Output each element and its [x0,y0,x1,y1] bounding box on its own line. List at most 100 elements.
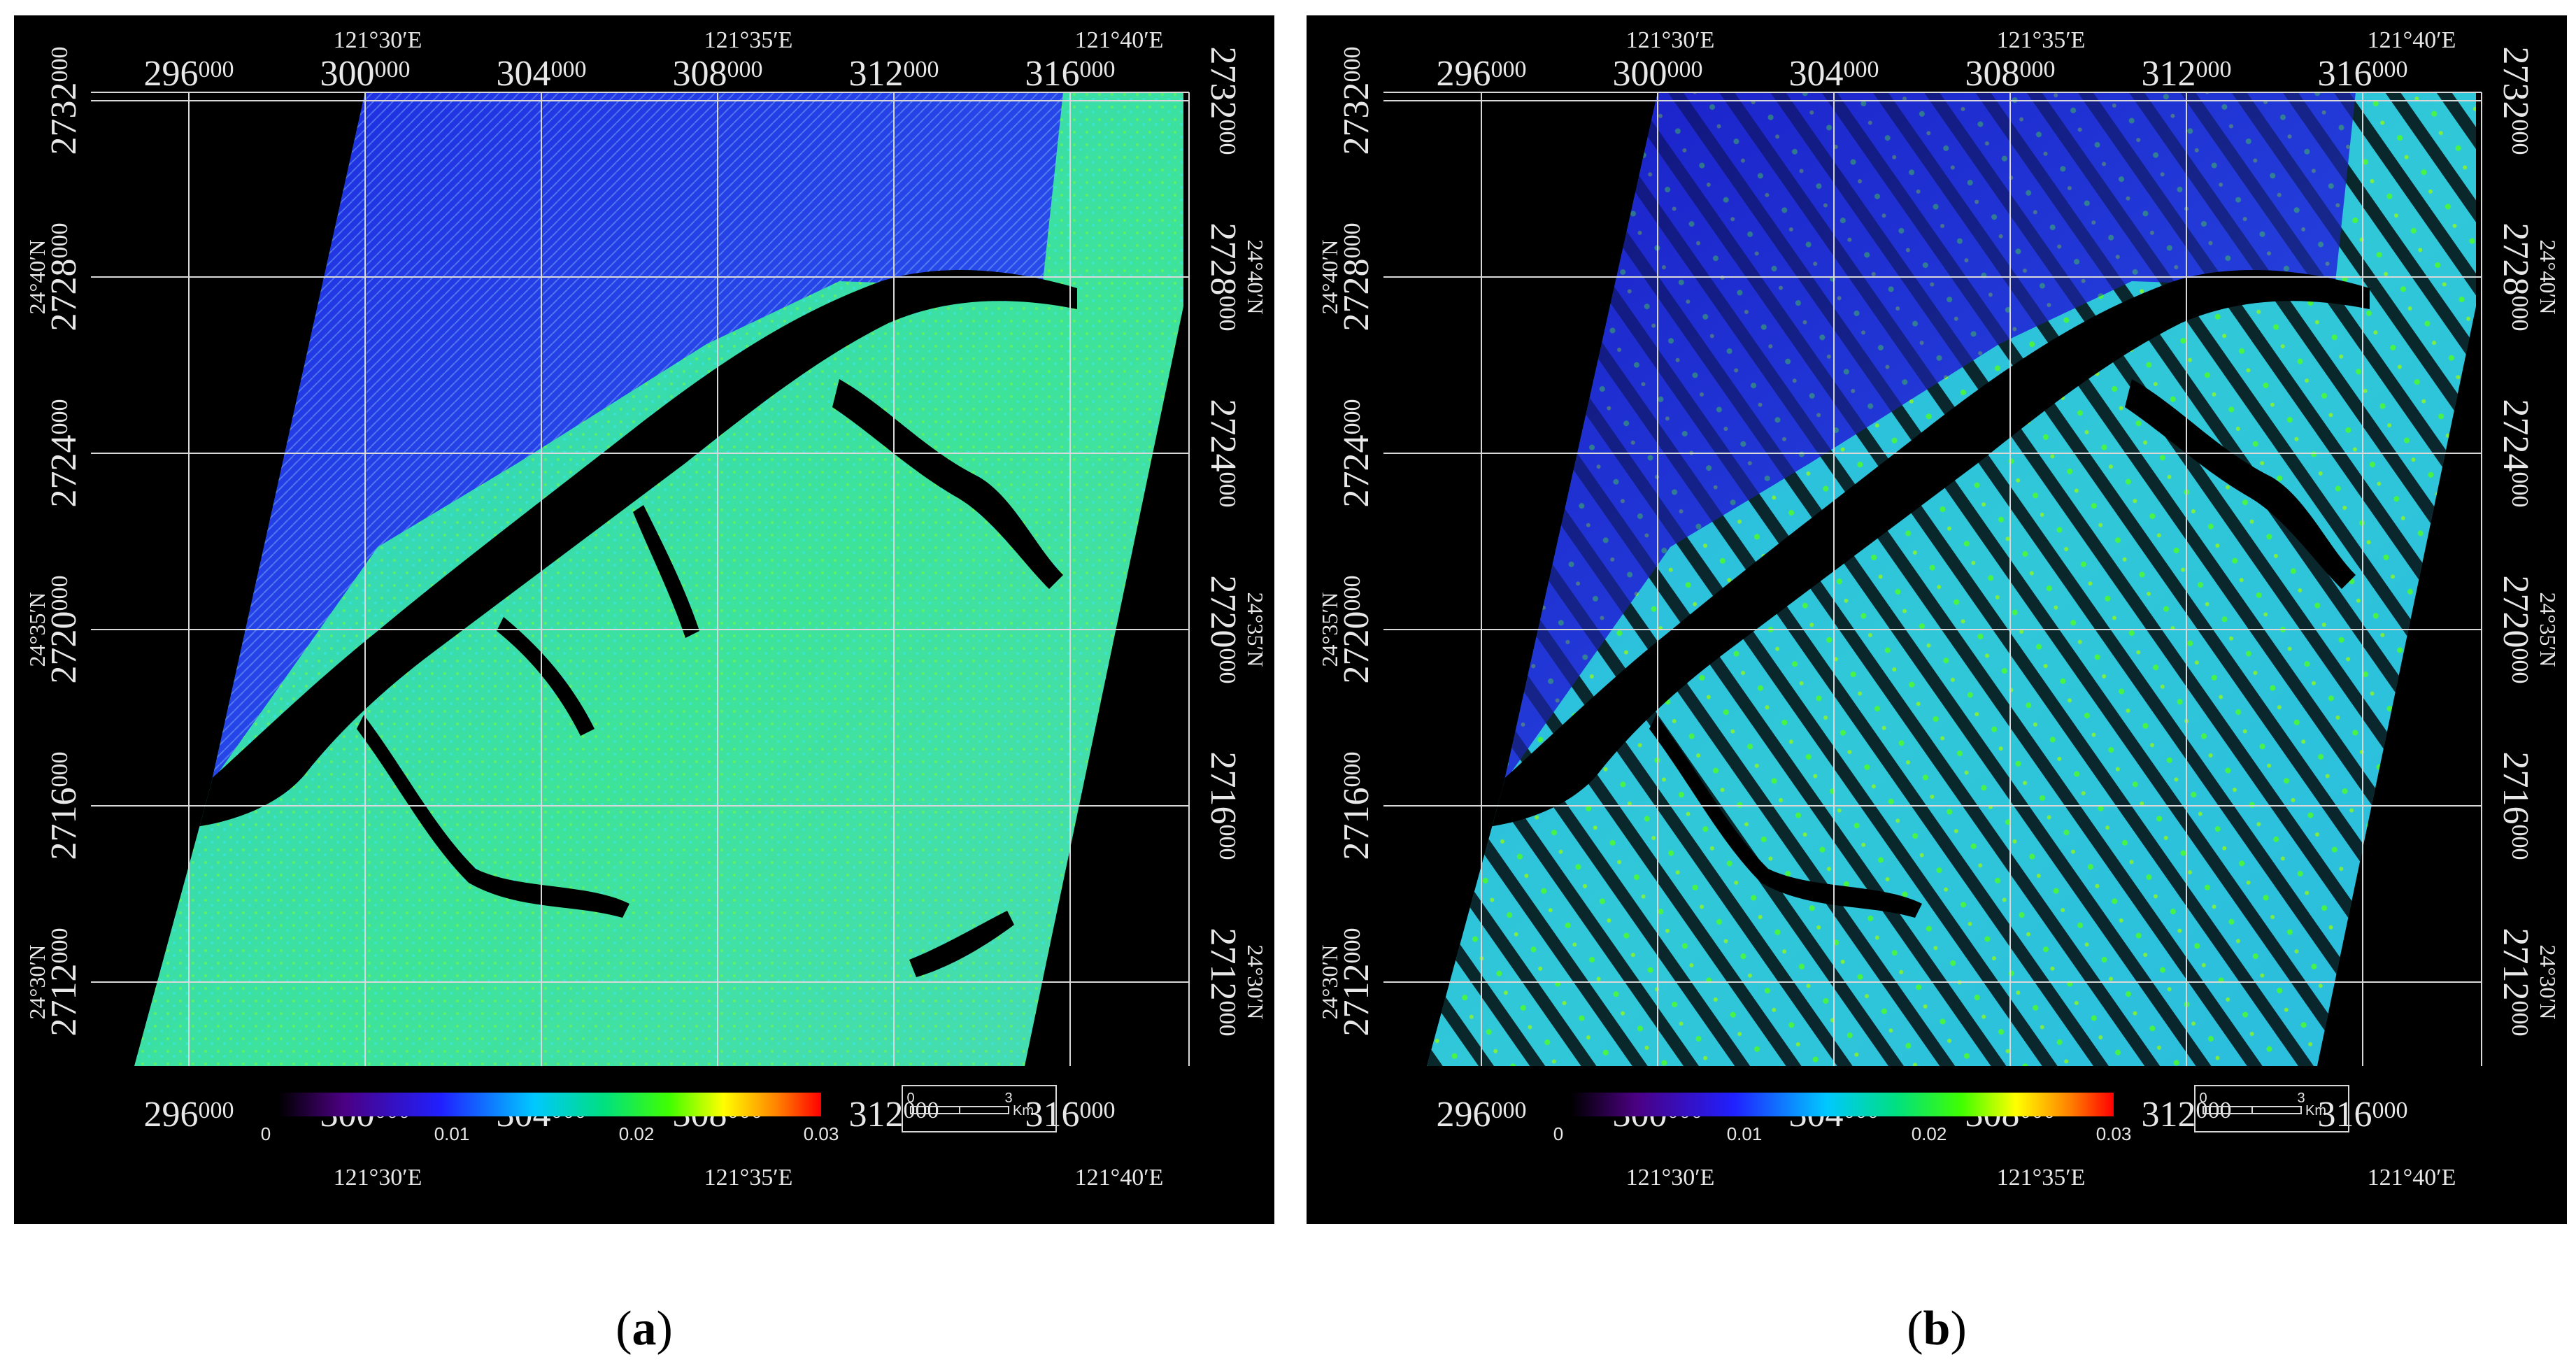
bottom-lon-label: 121°40′E [1075,1165,1164,1191]
left-northing-small: 000 [1339,928,1365,964]
top-easting-big: 300 [320,54,375,94]
left-lat-label: 24°35′N [24,592,50,667]
svg-text:296000: 296000 [1437,1095,1527,1135]
bottom-lon-label: 121°40′E [2368,1165,2456,1191]
raster-image [134,92,1183,1066]
scale-unit: Km [2305,1103,2326,1118]
bottom-easting-small: 000 [2196,1097,2232,1123]
right-northing-big: 2732 [2496,47,2535,120]
svg-text:2716000: 2716000 [1337,752,1376,860]
top-easting-small: 000 [2372,57,2408,83]
scale-unit: Km [1013,1103,1034,1118]
top-lon-label: 121°30′E [1626,27,1715,53]
svg-text:312000: 312000 [849,1095,939,1135]
bottom-easting-big: 316 [1025,1095,1080,1135]
colorbar [278,1093,821,1116]
bottom-easting-small: 000 [199,1097,234,1123]
right-northing-big: 2724 [2496,399,2535,472]
top-easting-big: 316 [1025,54,1080,94]
top-easting-big: 312 [849,54,904,94]
right-northing-small: 000 [2507,825,2533,860]
svg-text:2728000: 2728000 [2496,223,2535,332]
reservoir-water [189,269,1077,827]
right-northing-small: 000 [1214,120,1240,155]
scale-bar: 0 3 Km [2194,1085,2349,1132]
svg-text:2712000: 2712000 [1203,928,1243,1037]
svg-text:2724000: 2724000 [44,399,84,508]
svg-text:2732000: 2732000 [1337,47,1376,155]
top-easting-small: 000 [904,57,939,83]
left-northing-small: 000 [47,47,73,83]
colorbar-tick: 0 [1553,1123,1563,1144]
svg-text:312000: 312000 [2142,1095,2232,1135]
top-easting-small: 000 [1844,57,1879,83]
top-lon-label: 121°30′E [334,27,422,53]
svg-text:2712000: 2712000 [44,928,84,1037]
svg-text:2724000: 2724000 [1203,399,1243,508]
svg-text:2732000: 2732000 [1203,47,1243,155]
svg-text:2720000: 2720000 [1203,576,1243,684]
top-easting-big: 304 [497,54,551,94]
left-northing-small: 000 [1339,576,1365,611]
bottom-easting-small: 000 [1491,1097,1527,1123]
svg-text:316000: 316000 [1025,1095,1116,1135]
svg-text:316000: 316000 [2318,54,2408,94]
colorbar-tick: 0.02 [619,1123,655,1144]
svg-text:312000: 312000 [2142,54,2232,94]
svg-text:2712000: 2712000 [1337,928,1376,1037]
left-northing-big: 2716 [1337,788,1376,860]
top-easting-small: 000 [2196,57,2232,83]
top-easting-small: 000 [2020,57,2056,83]
top-easting-small: 000 [551,57,587,83]
left-northing-small: 000 [47,928,73,964]
top-easting-big: 296 [144,54,199,94]
svg-text:2732000: 2732000 [2496,47,2535,155]
svg-text:2720000: 2720000 [2496,576,2535,684]
svg-text:296000: 296000 [1437,54,1527,94]
top-easting-big: 308 [1965,54,2020,94]
top-easting-big: 296 [1437,54,1491,94]
map-svg-b: 121°30′E 121°35′E 121°40′E 296000 300000… [1317,27,2561,1191]
colorbar-tick: 0.01 [1727,1123,1763,1144]
right-northing-small: 000 [1214,296,1240,332]
bottom-easting-small: 000 [1080,1097,1116,1123]
colorbar-tick: 0.02 [1912,1123,1947,1144]
map-panel-b: 121°30′E 121°35′E 121°40′E 296000 300000… [1307,15,2567,1224]
right-northing-small: 000 [1214,648,1240,684]
right-northing-small: 000 [1214,472,1240,508]
bottom-easting-big: 296 [1437,1095,1491,1135]
right-lat-label: 24°35′N [1243,592,1268,667]
left-northing-big: 2712 [1337,964,1376,1037]
svg-text:2716000: 2716000 [2496,752,2535,860]
svg-text:308000: 308000 [673,54,763,94]
top-easting-big: 304 [1789,54,1844,94]
svg-text:2724000: 2724000 [2496,399,2535,508]
top-lon-label: 121°40′E [1075,27,1164,53]
subfigure-label-a: (a) [615,1302,673,1356]
scale-end: 3 [1004,1091,1012,1106]
bottom-easting-small: 000 [904,1097,939,1123]
left-northing-small: 000 [47,576,73,611]
right-northing-big: 2716 [1203,752,1243,825]
left-lat-label: 24°40′N [1317,240,1342,315]
bottom-easting-big: 312 [849,1095,904,1135]
bottom-easting-big: 296 [144,1095,199,1135]
svg-text:316000: 316000 [2318,1095,2408,1135]
map-panel-a: 121°30′E 121°35′E 121°40′E 296000 300000… [14,15,1274,1224]
left-northing-small: 000 [1339,752,1365,788]
top-easting-small: 000 [1080,57,1116,83]
right-northing-big: 2712 [2496,928,2535,1001]
right-lat-label: 24°35′N [2535,592,2561,667]
left-northing-big: 2720 [1337,611,1376,684]
right-northing-big: 2720 [2496,576,2535,648]
left-northing-small: 000 [47,223,73,259]
right-northing-big: 2724 [1203,399,1243,472]
svg-text:304000: 304000 [497,54,587,94]
subfigure-label-b: (b) [1907,1302,1967,1356]
top-easting-big: 312 [2142,54,2196,94]
left-northing-big: 2732 [1337,83,1376,155]
svg-text:2728000: 2728000 [1203,223,1243,332]
colorbar-tick: 0.03 [804,1123,839,1144]
svg-text:2728000: 2728000 [1337,223,1376,332]
scale-end: 3 [2297,1091,2305,1106]
